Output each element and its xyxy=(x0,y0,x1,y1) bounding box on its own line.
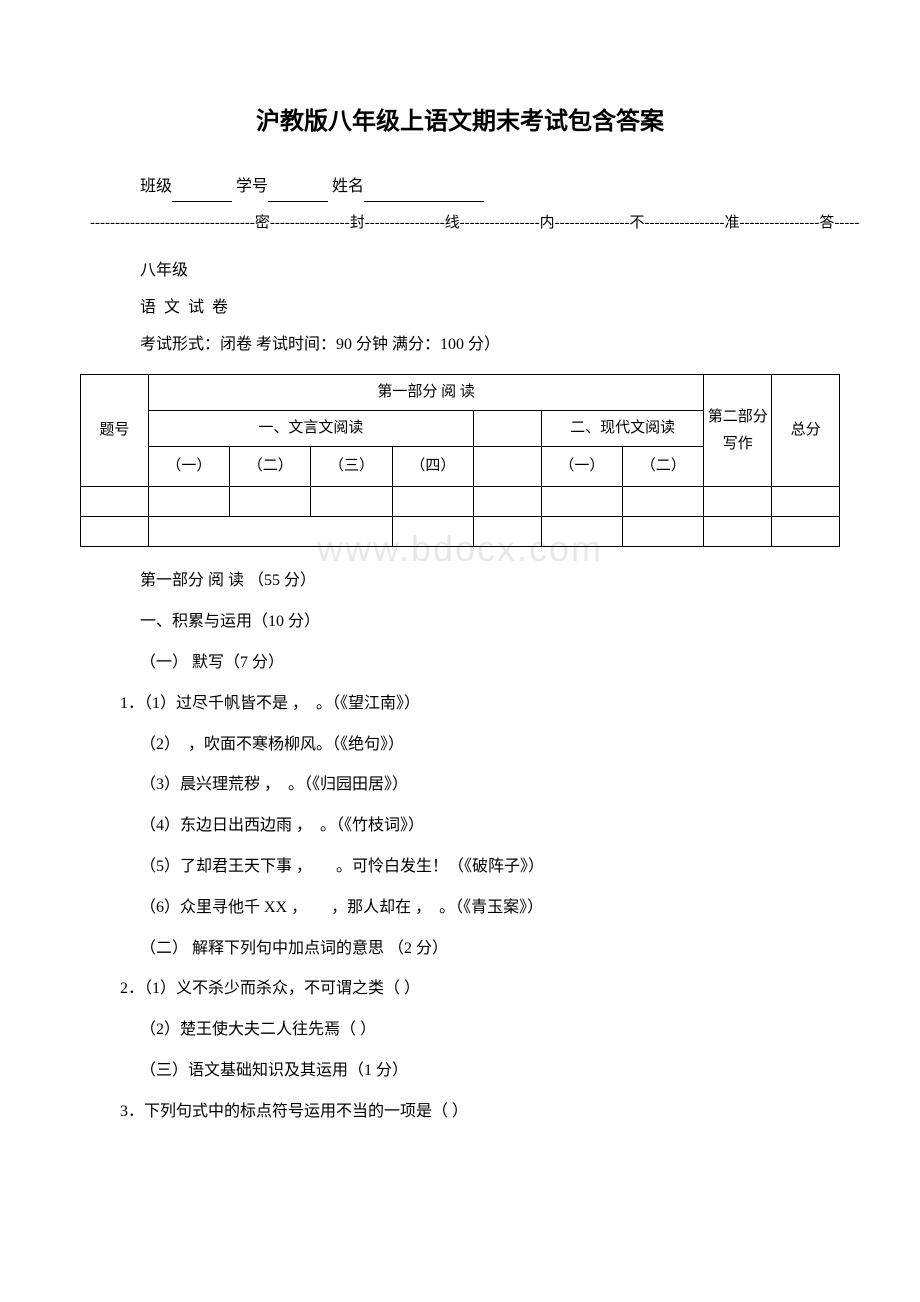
sub3: （三） xyxy=(311,447,392,487)
score-cell xyxy=(474,487,542,517)
score-cell xyxy=(230,487,311,517)
part2-header: 第二部分 写作 xyxy=(704,375,772,487)
student-info-line: 班级 学号 姓名 xyxy=(60,173,860,202)
part2-sub-text: 写作 xyxy=(723,436,753,452)
sub5: （一） xyxy=(541,447,622,487)
part1-header: 第一部分 阅 读 xyxy=(148,375,704,411)
content-line: 一、积累与运用（10 分） xyxy=(60,608,860,637)
class-blank xyxy=(172,183,232,202)
subject-label: 语 文 试 卷 xyxy=(60,294,860,323)
content-line: （二） 解释下列句中加点词的意思 （2 分） xyxy=(60,935,860,964)
score-cell xyxy=(772,487,840,517)
sub4: （四） xyxy=(392,447,473,487)
name-label: 姓名 xyxy=(332,178,364,195)
score-table: 题号 第一部分 阅 读 第二部分 写作 总分 一、文言文阅读 二、现代文阅读 （… xyxy=(80,374,840,547)
exam-info: 考试形式：闭卷 考试时间：90 分钟 满分：100 分） xyxy=(60,331,860,360)
total-header: 总分 xyxy=(772,375,840,487)
section2-header: 二、现代文阅读 xyxy=(541,411,704,447)
name-blank xyxy=(364,183,484,202)
content-line: （三）语文基础知识及其运用（1 分） xyxy=(60,1057,860,1086)
class-label: 班级 xyxy=(140,178,172,195)
content-line: （6）众里寻他千 XX ， ，那人却在 ， 。（《青玉案》） xyxy=(60,894,860,923)
empty-cell xyxy=(474,411,542,447)
content-line: （4）东边日出西边雨 ， 。（《竹枝词》） xyxy=(60,812,860,841)
score-cell xyxy=(541,487,622,517)
id-blank xyxy=(268,183,328,202)
score-cell xyxy=(474,517,542,547)
score-cell xyxy=(541,517,622,547)
score-cell xyxy=(704,517,772,547)
content-line: 2．（1）义不杀少而杀众，不可谓之类（ ） xyxy=(60,975,860,1004)
score-cell xyxy=(772,517,840,547)
score-cell xyxy=(623,487,704,517)
row-header: 题号 xyxy=(81,375,149,487)
content-line: （3）晨兴理荒秽 ， 。（《归园田居》） xyxy=(60,771,860,800)
document-title: 沪教版八年级上语文期末考试包含答案 xyxy=(60,100,860,143)
score-cell xyxy=(392,487,473,517)
part2-text: 第二部分 xyxy=(708,409,768,425)
content-line: 3．下列句式中的标点符号运用不当的一项是（ ） xyxy=(60,1098,860,1127)
content-line: （2）楚王使大夫二人往先焉（ ） xyxy=(60,1016,860,1045)
score-cell xyxy=(81,517,149,547)
sub2: （二） xyxy=(230,447,311,487)
score-cell xyxy=(392,517,473,547)
score-cell xyxy=(704,487,772,517)
content-line: （5）了却君王天下事 ， 。可怜白发生！（《破阵子》） xyxy=(60,853,860,882)
section1-header: 一、文言文阅读 xyxy=(148,411,473,447)
score-cell xyxy=(81,487,149,517)
score-cell xyxy=(311,487,392,517)
content-line: （一） 默写（7 分） xyxy=(60,649,860,678)
seal-line: ---------------------------------密------… xyxy=(60,210,860,237)
score-cell xyxy=(148,517,392,547)
content-line: 1．（1）过尽千帆皆不是 ， 。（《望江南》） xyxy=(60,690,860,719)
id-label: 学号 xyxy=(236,178,268,195)
grade-label: 八年级 xyxy=(60,257,860,286)
score-cell xyxy=(148,487,229,517)
sub6: （二） xyxy=(623,447,704,487)
content-line: 第一部分 阅 读 （55 分） xyxy=(60,567,860,596)
empty-cell xyxy=(474,447,542,487)
content-line: （2） ，吹面不寒杨柳风。（《绝句》） xyxy=(60,731,860,760)
score-cell xyxy=(623,517,704,547)
sub1: （一） xyxy=(148,447,229,487)
